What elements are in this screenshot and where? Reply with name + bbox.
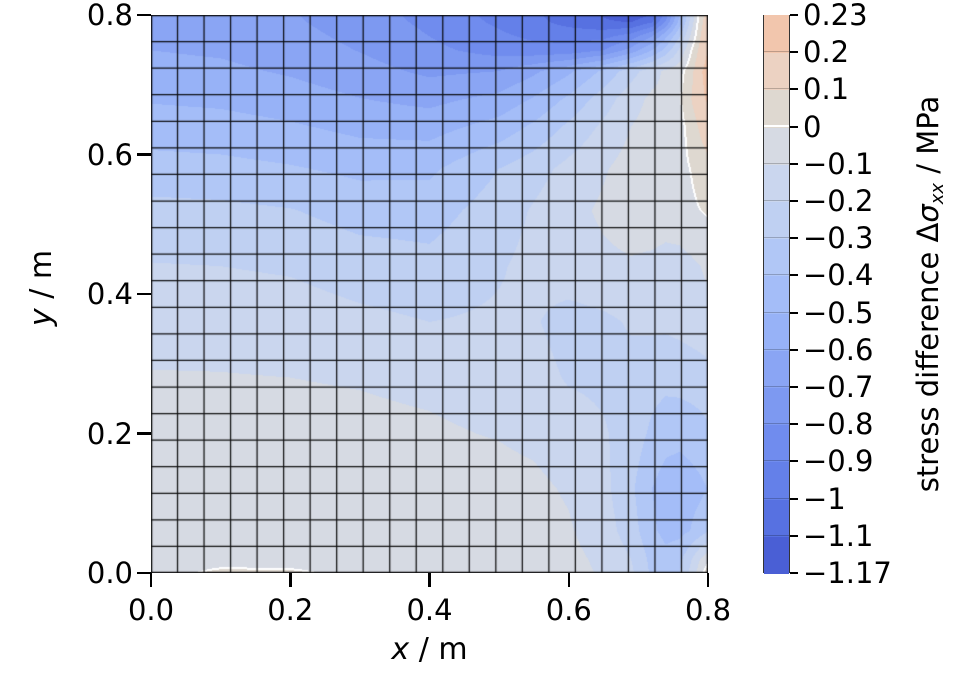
colorbar-tick-label: −0.7 <box>803 370 874 404</box>
colorbar-tick-mark <box>790 125 798 128</box>
x-tick-mark <box>149 573 153 587</box>
y-axis-label: y / m <box>24 208 60 368</box>
colorbar-tick-label: −1.1 <box>803 518 874 553</box>
x-tick-label: 0.8 <box>684 593 732 627</box>
colorbar-tick-mark <box>790 497 798 500</box>
colorbar-band-edge <box>764 274 789 276</box>
colorbar-tick-label: −0.3 <box>803 221 874 256</box>
x-tick-label: 0.6 <box>545 593 592 627</box>
colorbar-tick-mark <box>790 14 798 16</box>
y-tick-label: 0.4 <box>86 277 133 311</box>
contour-plot-canvas <box>151 15 708 573</box>
colorbar-tick-mark <box>790 162 798 165</box>
colorbar-tick-mark <box>790 274 798 277</box>
x-tick-label: 0.2 <box>267 593 314 627</box>
x-tick-mark <box>428 573 431 587</box>
colorbar-tick-mark <box>790 423 798 426</box>
colorbar-tick-mark <box>790 200 798 202</box>
y-tick-label: 0.6 <box>86 137 133 172</box>
colorbar-tick-label: −0.4 <box>803 258 874 293</box>
colorbar-band-edge <box>764 162 789 164</box>
label-part: / m <box>409 632 468 667</box>
colorbar-tick-label: −1 <box>803 481 846 516</box>
label-part: / m <box>24 249 59 309</box>
colorbar-tick-mark <box>790 88 798 91</box>
colorbar-band <box>764 163 789 202</box>
colorbar-band <box>764 126 789 165</box>
colorbar-band <box>764 275 789 314</box>
y-tick-mark <box>137 432 151 435</box>
x-tick-mark <box>706 573 710 587</box>
colorbar-band-edge <box>764 460 789 462</box>
y-tick-mark <box>137 292 151 296</box>
x-tick-mark <box>289 573 292 587</box>
colorbar-tick-label: −0.5 <box>803 295 874 330</box>
colorbar-tick-mark <box>790 51 798 54</box>
colorbar-band-edge <box>764 200 789 201</box>
colorbar-band <box>764 461 789 500</box>
colorbar-tick-label: −0.8 <box>803 407 874 442</box>
colorbar-label: stress difference Δσxx / MPa <box>910 64 949 524</box>
y-tick-label: 0.0 <box>86 556 133 590</box>
colorbar-band <box>764 312 789 351</box>
label-part: stress difference Δ <box>911 222 945 493</box>
colorbar-band <box>764 424 789 463</box>
label-part: σ <box>911 204 945 223</box>
colorbar-tick-mark <box>790 237 798 240</box>
x-tick-label: 0.0 <box>127 593 175 627</box>
colorbar-tick-mark <box>790 311 798 314</box>
colorbar-tick-label: 0.23 <box>803 0 868 32</box>
colorbar-band-edge <box>764 386 789 387</box>
colorbar-band-edge <box>764 497 789 499</box>
colorbar-band-edge <box>764 237 789 239</box>
colorbar-band <box>764 15 789 54</box>
colorbar-tick-mark <box>790 386 798 388</box>
label-part: xx <box>927 182 949 205</box>
x-tick-label: 0.4 <box>406 593 453 627</box>
colorbar-tick-mark <box>790 572 798 574</box>
colorbar-band-edge <box>764 423 789 425</box>
colorbar-tick-mark <box>790 348 798 351</box>
label-part: / MPa <box>911 95 945 183</box>
x-axis-label: x / m <box>344 632 515 667</box>
y-tick-mark <box>137 153 151 156</box>
colorbar-tick-label: −0.2 <box>803 184 874 218</box>
colorbar-band-edge <box>764 51 789 53</box>
y-tick-label: 0.2 <box>86 416 133 451</box>
colorbar-tick-mark <box>790 534 798 537</box>
colorbar-tick-label: 0.2 <box>803 35 850 70</box>
colorbar-band <box>764 52 789 91</box>
x-tick-mark <box>567 573 570 587</box>
colorbar-band <box>764 238 789 277</box>
colorbar-tick-label: −1.17 <box>803 556 892 590</box>
y-tick-label: 0.8 <box>86 0 133 32</box>
colorbar-tick-label: −0.6 <box>803 332 874 367</box>
colorbar-band <box>764 387 789 426</box>
colorbar-band <box>764 498 789 537</box>
colorbar-band <box>764 89 789 128</box>
label-part: x <box>391 632 410 667</box>
colorbar-band-edge <box>764 311 789 313</box>
colorbar-zero-line <box>764 124 789 128</box>
colorbar-band-edge <box>764 88 789 90</box>
y-tick-mark <box>137 13 151 17</box>
colorbar-band <box>764 349 789 388</box>
colorbar-tick-label: 0 <box>803 109 822 144</box>
colorbar-tick-mark <box>790 460 798 463</box>
colorbar-band <box>764 201 789 240</box>
label-part: y <box>24 308 59 327</box>
y-tick-mark <box>137 571 151 575</box>
colorbar-band-edge <box>764 534 789 536</box>
colorbar-tick-label: 0.1 <box>803 72 850 107</box>
colorbar-tick-label: −0.9 <box>803 444 874 479</box>
colorbar-tick-label: −0.1 <box>803 146 874 181</box>
colorbar-band <box>764 535 789 574</box>
colorbar-band-edge <box>764 348 789 350</box>
colorbar <box>763 15 790 574</box>
